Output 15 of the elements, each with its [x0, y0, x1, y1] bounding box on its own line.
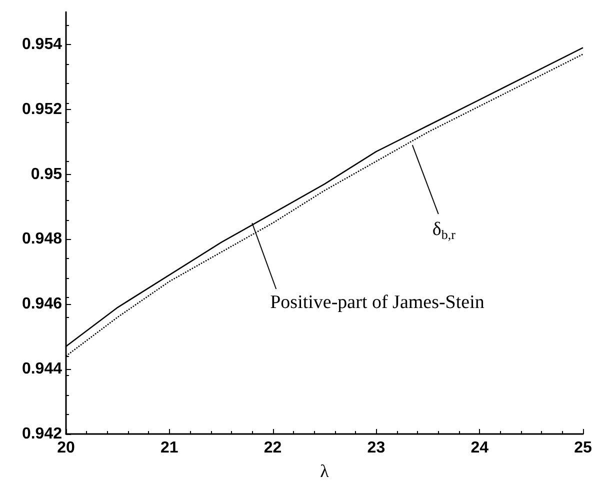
- x-axis-title: λ: [320, 461, 330, 481]
- y-tick-label: 0.954: [22, 36, 62, 53]
- x-tick-label: 21: [160, 440, 178, 456]
- y-tick-label: 0.948: [22, 230, 62, 248]
- x-tick-label: 24: [470, 440, 489, 456]
- x-tick-label: 22: [264, 440, 282, 456]
- y-tick-label: 0.952: [22, 100, 62, 118]
- y-tick-label: 0.946: [22, 296, 62, 313]
- y-tick-label: 0.942: [22, 426, 62, 442]
- x-tick-label: 20: [57, 440, 75, 456]
- x-tick-label: 25: [574, 440, 592, 456]
- annotation: Positive-part of James-Stein: [270, 292, 485, 313]
- y-tick-label: 0.944: [22, 360, 62, 378]
- y-tick-label: 0.95: [30, 166, 62, 183]
- x-tick-label: 23: [367, 440, 386, 456]
